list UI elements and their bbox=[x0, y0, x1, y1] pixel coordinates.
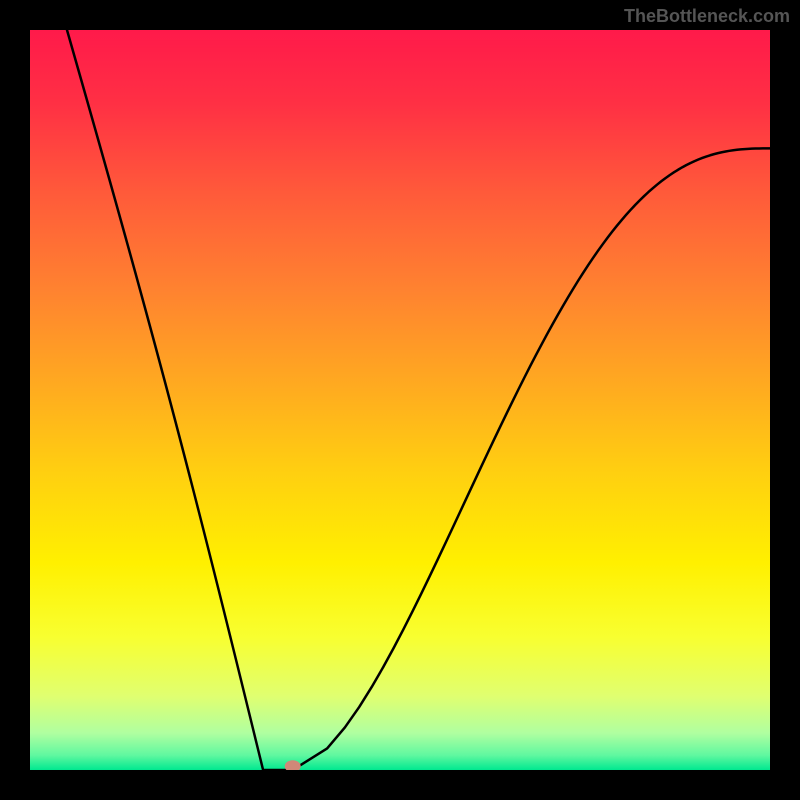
bottleneck-curve bbox=[67, 30, 770, 770]
optimum-marker bbox=[285, 760, 301, 770]
curve-layer bbox=[30, 30, 770, 770]
watermark-text: TheBottleneck.com bbox=[624, 6, 790, 27]
chart-container: TheBottleneck.com bbox=[0, 0, 800, 800]
plot-area bbox=[30, 30, 770, 770]
